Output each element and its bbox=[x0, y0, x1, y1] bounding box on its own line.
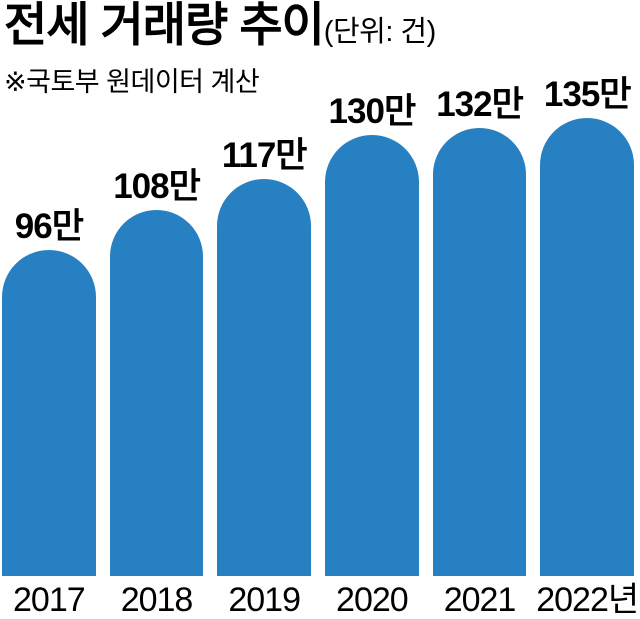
bar-column: 96만 2017 bbox=[2, 209, 96, 617]
x-axis-label: 2019 bbox=[228, 581, 301, 619]
bar bbox=[109, 210, 204, 576]
source-note: ※국토부 원데이터 계산 bbox=[4, 66, 260, 97]
bar bbox=[217, 179, 312, 576]
bar-column: 130만 2020 bbox=[325, 94, 419, 617]
value-label: 96만 bbox=[14, 207, 84, 246]
title-line: 전세 거래량 추이(단위: 건) bbox=[4, 0, 436, 51]
bar bbox=[325, 135, 419, 576]
chart-title: 전세 거래량 추이 bbox=[4, 0, 325, 51]
value-label: 135만 bbox=[543, 75, 632, 114]
x-axis-label: 2020 bbox=[336, 581, 409, 619]
value-label: 130만 bbox=[328, 92, 417, 131]
value-label: 117만 bbox=[221, 136, 308, 175]
bar-column: 117만 2019 bbox=[217, 136, 312, 619]
bar bbox=[2, 250, 96, 576]
bar bbox=[432, 128, 527, 576]
unit-label: (단위: 건) bbox=[323, 16, 436, 48]
x-axis-label: 2022년 bbox=[536, 581, 639, 619]
value-label: 108만 bbox=[113, 167, 201, 206]
bar-chart: 96만 2017 108만 2018 117만 2019 130만 2020 1… bbox=[2, 75, 639, 619]
bar-column: 108만 2018 bbox=[109, 167, 204, 619]
bar-column: 132만 2021 bbox=[432, 85, 527, 619]
x-axis-label: 2017 bbox=[13, 581, 86, 619]
value-label: 132만 bbox=[436, 85, 524, 124]
bar bbox=[540, 118, 635, 576]
x-axis-label: 2021 bbox=[443, 581, 517, 619]
bar-column: 135만 2022년 bbox=[536, 75, 639, 617]
x-axis-label: 2018 bbox=[120, 581, 194, 619]
chart-header: 전세 거래량 추이(단위: 건) ※국토부 원데이터 계산 bbox=[4, 0, 436, 99]
